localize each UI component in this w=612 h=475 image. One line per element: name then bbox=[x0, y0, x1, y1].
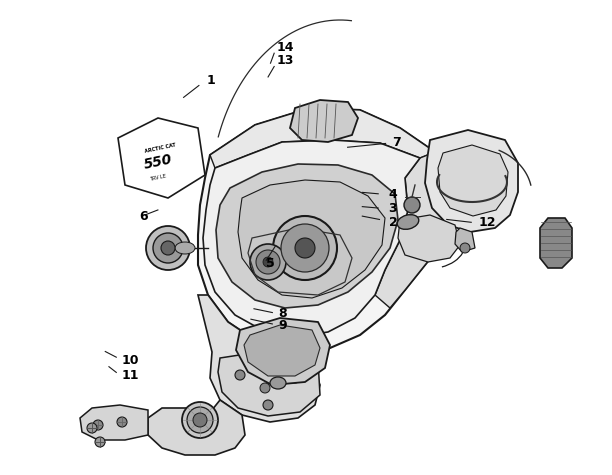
Text: 3: 3 bbox=[389, 202, 397, 216]
Polygon shape bbox=[398, 215, 460, 262]
Ellipse shape bbox=[290, 373, 300, 383]
Polygon shape bbox=[290, 100, 358, 142]
Ellipse shape bbox=[235, 370, 245, 380]
Ellipse shape bbox=[263, 257, 273, 267]
Ellipse shape bbox=[281, 224, 329, 272]
Polygon shape bbox=[203, 140, 420, 337]
Polygon shape bbox=[198, 295, 320, 422]
Ellipse shape bbox=[146, 226, 190, 270]
Ellipse shape bbox=[187, 407, 213, 433]
Polygon shape bbox=[148, 400, 245, 455]
Polygon shape bbox=[244, 325, 320, 376]
Ellipse shape bbox=[263, 400, 273, 410]
Text: 7: 7 bbox=[392, 136, 400, 149]
Text: 550: 550 bbox=[143, 152, 174, 172]
Text: 14: 14 bbox=[277, 41, 294, 54]
Ellipse shape bbox=[182, 402, 218, 438]
Polygon shape bbox=[438, 145, 508, 216]
Polygon shape bbox=[218, 348, 320, 416]
Ellipse shape bbox=[117, 417, 127, 427]
Polygon shape bbox=[80, 405, 148, 440]
Polygon shape bbox=[118, 118, 205, 198]
Polygon shape bbox=[455, 228, 475, 252]
Ellipse shape bbox=[175, 242, 195, 254]
Ellipse shape bbox=[404, 197, 420, 213]
Polygon shape bbox=[375, 152, 455, 308]
Ellipse shape bbox=[161, 241, 175, 255]
Text: 8: 8 bbox=[278, 307, 287, 320]
Ellipse shape bbox=[93, 420, 103, 430]
Polygon shape bbox=[198, 108, 455, 352]
Polygon shape bbox=[236, 318, 330, 385]
Text: 13: 13 bbox=[277, 54, 294, 67]
Text: 9: 9 bbox=[278, 319, 287, 332]
Ellipse shape bbox=[193, 413, 207, 427]
Text: 6: 6 bbox=[140, 209, 148, 223]
Ellipse shape bbox=[153, 233, 183, 263]
Text: 11: 11 bbox=[121, 369, 139, 382]
Text: 1: 1 bbox=[207, 74, 215, 87]
Text: TRV LE: TRV LE bbox=[149, 174, 167, 182]
Text: ARCTIC CAT: ARCTIC CAT bbox=[144, 142, 176, 154]
Text: 4: 4 bbox=[389, 188, 397, 201]
Text: 2: 2 bbox=[389, 216, 397, 229]
Polygon shape bbox=[425, 130, 518, 232]
Polygon shape bbox=[238, 180, 385, 298]
Ellipse shape bbox=[87, 423, 97, 433]
Ellipse shape bbox=[95, 437, 105, 447]
Ellipse shape bbox=[256, 250, 280, 274]
Ellipse shape bbox=[273, 216, 337, 280]
Ellipse shape bbox=[270, 377, 286, 389]
Ellipse shape bbox=[260, 383, 270, 393]
Text: 10: 10 bbox=[121, 353, 139, 367]
Polygon shape bbox=[540, 218, 572, 268]
Ellipse shape bbox=[295, 238, 315, 258]
Ellipse shape bbox=[460, 243, 470, 253]
Polygon shape bbox=[216, 164, 398, 308]
Polygon shape bbox=[210, 108, 435, 168]
Ellipse shape bbox=[397, 215, 419, 229]
Text: 5: 5 bbox=[266, 257, 275, 270]
Ellipse shape bbox=[250, 244, 286, 280]
Text: 12: 12 bbox=[479, 216, 496, 229]
